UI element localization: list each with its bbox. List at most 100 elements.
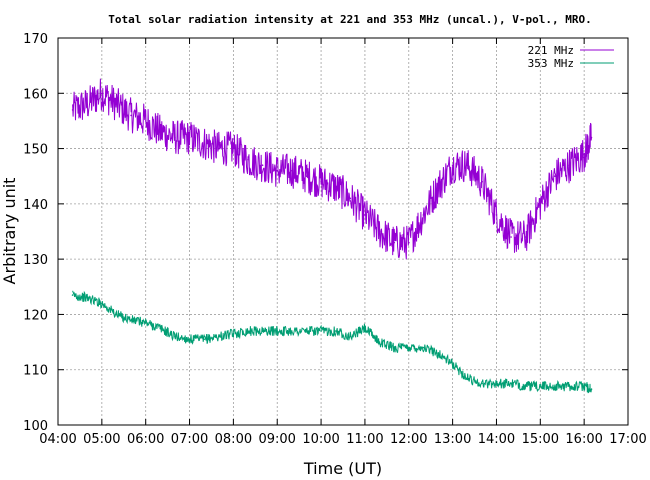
plot-frame: [57, 37, 629, 426]
y-tick-label: 140: [23, 198, 48, 213]
data-point: [583, 385, 585, 388]
x-axis-label: Time (UT): [303, 459, 382, 478]
x-tick-label: 13:00: [434, 432, 471, 447]
data-point: [247, 158, 249, 161]
data-point: [101, 92, 103, 95]
data-point: [86, 103, 88, 106]
x-tick-label: 16:00: [565, 432, 602, 447]
y-axis-label: Arbitrary unit: [0, 178, 19, 285]
data-point: [115, 313, 118, 316]
data-point: [495, 214, 498, 216]
data-point: [291, 330, 293, 332]
data-point: [364, 327, 366, 330]
data-point: [510, 236, 512, 238]
data-point: [466, 377, 469, 379]
data-point: [539, 203, 542, 205]
x-tick-label: 17:00: [609, 432, 646, 447]
data-point: [408, 346, 410, 349]
data-point: [481, 180, 483, 183]
data-point: [71, 294, 74, 296]
data-point: [408, 241, 410, 244]
x-tick-label: 11:00: [346, 432, 383, 447]
data-point: [524, 385, 527, 388]
data-point: [232, 147, 235, 150]
data-point: [524, 236, 527, 238]
data-point: [320, 180, 322, 183]
data-point: [130, 319, 132, 321]
grid: [58, 38, 628, 425]
x-tick-label: 15:00: [522, 432, 559, 447]
data-point: [422, 214, 425, 216]
x-tick-label: 06:00: [127, 432, 164, 447]
data-point: [481, 382, 483, 385]
data-point: [451, 363, 454, 366]
data-point: [378, 230, 381, 233]
y-tick-label: 160: [23, 87, 48, 102]
data-point: [393, 346, 396, 349]
x-tick-label: 09:00: [258, 432, 295, 447]
data-point: [334, 330, 337, 332]
legend-label: 221 MHz: [528, 44, 574, 57]
data-point: [261, 330, 264, 332]
axis-ticks: 04:00 05:00 06:00 07:00 08:00 09:00 10:00 11:00…: [23, 32, 647, 447]
data-point: [115, 103, 118, 106]
data-point: [188, 136, 191, 139]
data-point: [86, 297, 88, 299]
data-point: [130, 114, 132, 117]
series-line-353mhz: [72, 290, 592, 394]
data-point: [437, 186, 439, 189]
data-point: [466, 164, 469, 166]
data-point: [232, 333, 235, 335]
data-point: [159, 131, 162, 133]
data-point: [218, 147, 220, 150]
data-point: [590, 388, 593, 390]
data-point: [174, 335, 176, 338]
y-tick-label: 100: [23, 419, 48, 434]
data-point: [144, 321, 147, 324]
x-tick-label: 10:00: [302, 432, 339, 447]
data-point: [218, 335, 220, 338]
data-point: [451, 164, 454, 166]
data-point: [437, 352, 439, 354]
data-point: [554, 385, 556, 388]
data-point: [174, 136, 176, 139]
data-point: [291, 169, 293, 172]
data-point: [334, 186, 337, 189]
data-point: [159, 327, 162, 330]
data-point: [495, 382, 498, 385]
data-point: [305, 175, 308, 177]
data-point: [583, 153, 585, 155]
data-point: [203, 338, 205, 341]
data-point: [539, 385, 542, 388]
x-tick-label: 12:00: [390, 432, 427, 447]
data-point: [349, 197, 352, 200]
series-line-221mhz: [72, 78, 592, 260]
data-point: [554, 175, 556, 177]
y-tick-label: 130: [23, 253, 48, 268]
data-point: [393, 241, 396, 244]
chart-title: Total solar radiation intensity at 221 a…: [108, 13, 591, 26]
series-layer: [71, 78, 593, 394]
x-tick-label: 05:00: [83, 432, 120, 447]
data-point: [568, 385, 571, 388]
data-point: [144, 120, 147, 122]
legend-label: 353 MHz: [528, 57, 574, 70]
y-tick-label: 120: [23, 308, 48, 323]
data-point: [276, 169, 279, 172]
data-point: [203, 142, 205, 144]
data-point: [101, 302, 103, 305]
data-point: [71, 109, 74, 111]
data-point: [349, 335, 352, 338]
data-point: [568, 164, 571, 166]
y-tick-label: 150: [23, 143, 48, 158]
data-point: [510, 382, 512, 385]
data-point: [247, 330, 249, 332]
data-point: [261, 164, 264, 166]
x-tick-label: 07:00: [171, 432, 208, 447]
data-point: [590, 136, 593, 139]
data-point: [320, 330, 322, 332]
data-point: [378, 341, 381, 343]
data-point: [188, 338, 191, 341]
